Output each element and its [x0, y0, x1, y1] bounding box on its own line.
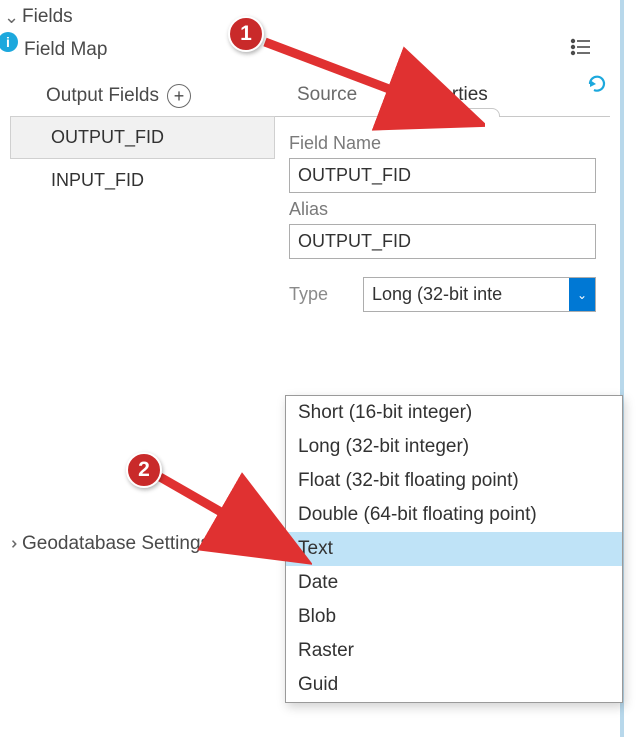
type-select[interactable]: Long (32-bit inte ⌄ — [363, 277, 596, 312]
field-name-input[interactable] — [289, 158, 596, 193]
type-row: Type Long (32-bit inte ⌄ — [289, 277, 596, 312]
type-option[interactable]: Long (32-bit integer) — [286, 430, 622, 464]
type-select-display: Long (32-bit inte — [364, 278, 569, 311]
annotation-arrow-2 — [152, 465, 312, 575]
type-dropdown: Short (16-bit integer) Long (32-bit inte… — [285, 395, 623, 703]
chevron-down-icon[interactable]: ⌄ — [569, 278, 595, 311]
output-field-item[interactable]: OUTPUT_FID — [10, 116, 275, 159]
geoprocessing-panel: ⌄ Fields i Field Map — [0, 0, 624, 737]
type-option[interactable]: Blob — [286, 600, 622, 634]
type-option[interactable]: Short (16-bit integer) — [286, 396, 622, 430]
output-field-item[interactable]: INPUT_FID — [10, 159, 275, 202]
chevron-down-icon: ⌄ — [4, 7, 18, 28]
add-field-button[interactable]: + — [167, 84, 191, 108]
annotation-badge-2: 2 — [126, 452, 162, 488]
fields-section-title: Fields — [22, 6, 73, 28]
chevron-right-icon: ⌄ — [1, 537, 22, 551]
properties-body: Field Name Alias Type Long (32-bit inte … — [275, 116, 610, 312]
output-fields-header: Output Fields + — [10, 76, 275, 116]
annotation-badge-1: 1 — [228, 16, 264, 52]
output-fields-label: Output Fields — [46, 85, 159, 107]
type-option[interactable]: Date — [286, 566, 622, 600]
output-fields-column: Output Fields + OUTPUT_FID INPUT_FID — [10, 76, 275, 312]
reset-icon[interactable] — [586, 74, 608, 98]
type-label: Type — [289, 284, 363, 305]
alias-input[interactable] — [289, 224, 596, 259]
type-option[interactable]: Text — [286, 532, 622, 566]
type-option[interactable]: Double (64-bit floating point) — [286, 498, 622, 532]
type-option[interactable]: Raster — [286, 634, 622, 668]
type-option[interactable]: Float (32-bit floating point) — [286, 464, 622, 498]
type-option[interactable]: Guid — [286, 668, 622, 702]
annotation-arrow-1 — [255, 28, 485, 138]
alias-label: Alias — [289, 199, 596, 220]
list-icon[interactable] — [570, 38, 592, 62]
